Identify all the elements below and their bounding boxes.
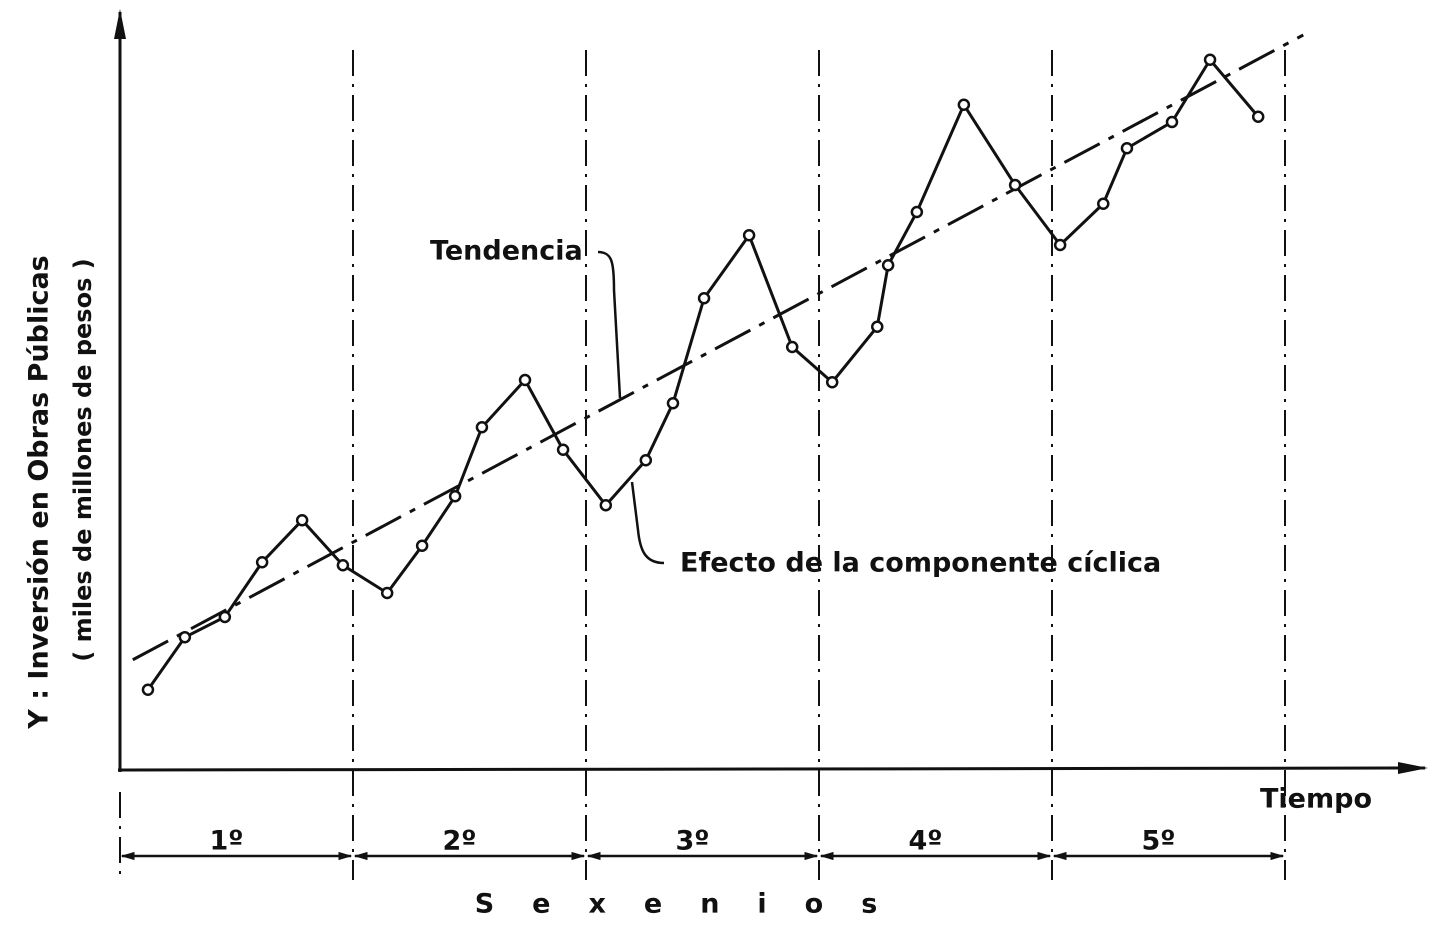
data-point	[218, 610, 232, 624]
data-point	[871, 320, 884, 333]
period-label: 4º	[908, 826, 942, 857]
data-point	[1053, 238, 1067, 252]
data-point	[1008, 178, 1022, 192]
data-point	[380, 586, 394, 600]
data-point	[415, 539, 429, 552]
data-point	[336, 559, 350, 572]
annotation-leader	[597, 250, 622, 399]
data-point	[1203, 53, 1217, 66]
plot-area: 1º 2º 3º 4º 5º Tendencia Efecto de la componen…	[119, 33, 1304, 880]
data-point	[448, 490, 462, 503]
data-point	[475, 421, 489, 434]
annotation: Tendencia	[430, 236, 583, 267]
data-point	[666, 397, 680, 410]
y-axis-label: Y : Inversión en Obras Públicas	[24, 255, 55, 730]
annotation-leader	[630, 481, 665, 565]
data-point	[957, 98, 971, 111]
period-label: 2º	[442, 826, 476, 857]
data-point	[295, 514, 309, 527]
data-point	[599, 499, 613, 512]
y-axis-label-units: ( miles de millones de pesos )	[69, 258, 97, 661]
x-axis-label: Tiempo	[1260, 784, 1372, 815]
data-point	[518, 373, 532, 387]
period-label: 1º	[209, 826, 243, 857]
period-label: 5º	[1141, 826, 1175, 857]
data-point	[141, 683, 155, 696]
data-point	[881, 259, 895, 272]
data-point	[1097, 197, 1110, 210]
data-point	[178, 631, 192, 644]
data-point	[556, 443, 570, 456]
x-axis	[117, 762, 1428, 775]
series-line	[132, 33, 1304, 662]
data-point	[825, 376, 839, 389]
data-point	[910, 205, 924, 219]
data-point	[255, 556, 269, 569]
data-point	[697, 292, 711, 305]
data-point	[742, 229, 756, 242]
series-line	[146, 57, 1260, 691]
data-point	[639, 454, 653, 467]
data-point	[1120, 142, 1134, 155]
data-point	[1251, 110, 1265, 123]
data-point	[1165, 115, 1179, 129]
data-point	[785, 340, 799, 354]
annotation: Efecto de la componente cíclica	[680, 548, 1161, 579]
period-label: 3º	[675, 826, 709, 857]
periods-label: Sexenios	[475, 889, 916, 920]
